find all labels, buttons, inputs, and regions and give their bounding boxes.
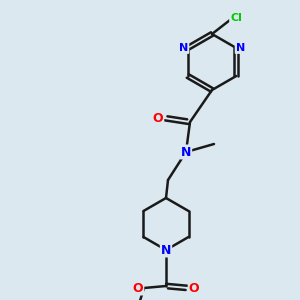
Text: N: N: [161, 244, 171, 256]
Text: Cl: Cl: [230, 13, 242, 23]
Text: N: N: [179, 43, 188, 53]
Text: O: O: [189, 281, 199, 295]
Text: O: O: [133, 281, 143, 295]
Text: N: N: [236, 43, 245, 53]
Text: O: O: [153, 112, 163, 124]
Text: N: N: [181, 146, 191, 158]
